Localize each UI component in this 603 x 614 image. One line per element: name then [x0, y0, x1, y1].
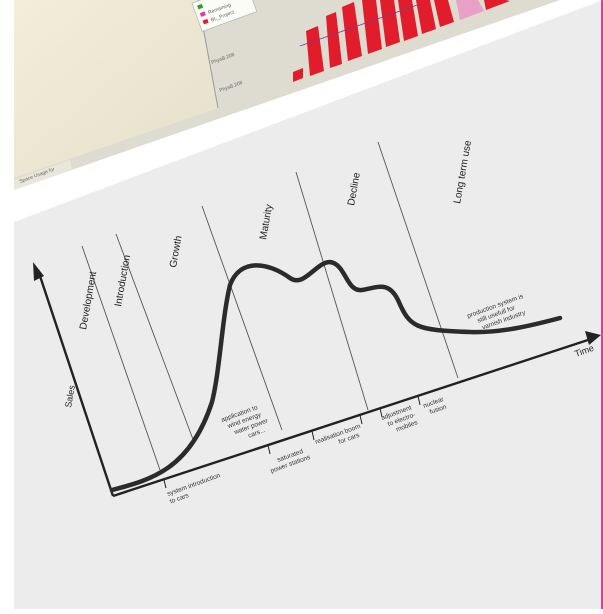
boundary-1 — [81, 245, 161, 471]
right-edge-line — [601, 0, 603, 609]
x-axis — [112, 336, 595, 498]
y-axis-arrow — [33, 262, 44, 281]
y-axis-label: Sales — [63, 384, 77, 408]
legend-swatch-green — [197, 3, 204, 10]
legend-swatch-red — [202, 18, 209, 25]
lifecycle-curve — [109, 259, 563, 493]
x-axis-arrow — [585, 331, 601, 345]
boundary-5 — [377, 141, 459, 379]
window-pane — [14, 0, 218, 178]
y-axis — [36, 269, 115, 497]
boundary-4 — [295, 171, 369, 411]
diagram-card — [14, 0, 603, 609]
background-window: Space Usage for Remaining BL_Project Phy… — [14, 0, 560, 190]
legend-swatch-pink — [199, 11, 206, 17]
background-bars — [293, 0, 510, 82]
boundary-2 — [115, 233, 195, 443]
axes — [33, 262, 601, 498]
boundary-3 — [201, 205, 283, 431]
phase-boundaries — [81, 141, 459, 471]
legend-box: Remaining BL_Project — [191, 0, 258, 32]
